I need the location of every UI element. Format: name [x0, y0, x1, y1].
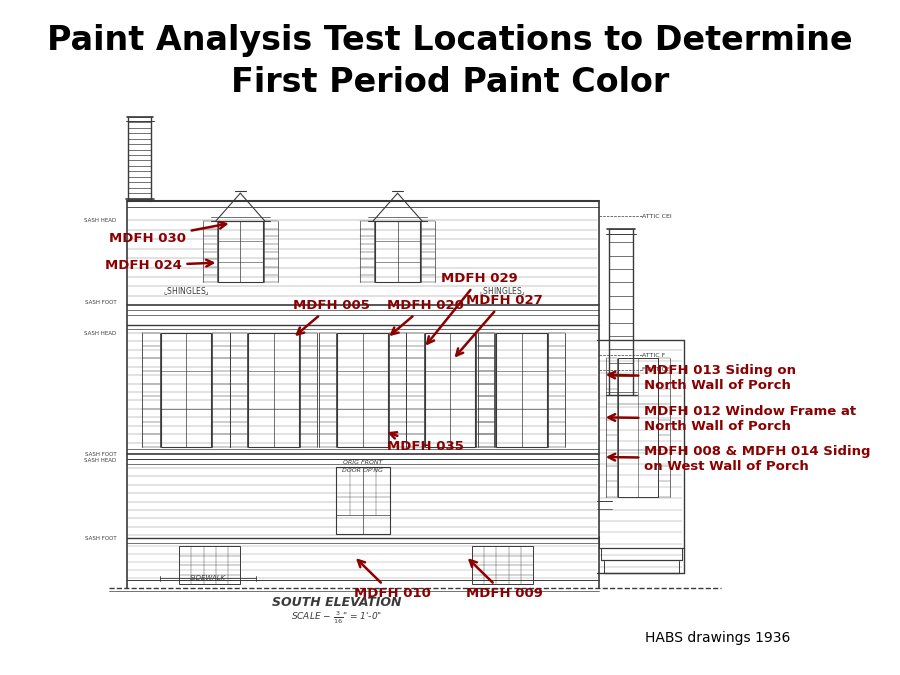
Text: $\llcorner$SHINGLES$\lrcorner$: $\llcorner$SHINGLES$\lrcorner$: [479, 286, 526, 297]
Bar: [618, 358, 658, 497]
Bar: [496, 333, 547, 447]
Text: SCALE $-$ $\frac{3}{16}$" = 1'-0": SCALE $-$ $\frac{3}{16}$" = 1'-0": [291, 609, 382, 626]
Text: DOOR OP'NG: DOOR OP'NG: [342, 468, 383, 473]
Text: MDFH 013 Siding on
North Wall of Porch: MDFH 013 Siding on North Wall of Porch: [608, 364, 796, 392]
Text: SASH HEAD: SASH HEAD: [84, 331, 116, 335]
Text: MDFH 005: MDFH 005: [292, 299, 370, 334]
Text: MDFH 020: MDFH 020: [387, 299, 464, 334]
Text: MDFH 027: MDFH 027: [456, 294, 543, 356]
Bar: [336, 467, 390, 535]
Bar: [218, 221, 263, 282]
Text: First Period Paint Color: First Period Paint Color: [231, 65, 669, 99]
Text: SIDEWALK: SIDEWALK: [190, 575, 226, 581]
Text: MDFH 012 Window Frame at
North Wall of Porch: MDFH 012 Window Frame at North Wall of P…: [608, 405, 856, 433]
Text: FIRST CE: FIRST CE: [643, 367, 670, 372]
Text: SASH HEAD: SASH HEAD: [84, 219, 116, 223]
Text: MDFH 024: MDFH 024: [105, 259, 213, 272]
Text: SASH HEAD: SASH HEAD: [84, 458, 116, 464]
Bar: [375, 221, 420, 282]
Bar: [338, 333, 388, 447]
Bar: [179, 546, 240, 584]
Text: SASH FOOT: SASH FOOT: [85, 300, 116, 305]
Text: MDFH 035: MDFH 035: [387, 432, 464, 453]
Bar: [248, 333, 299, 447]
Text: Paint Analysis Test Locations to Determine: Paint Analysis Test Locations to Determi…: [47, 24, 853, 57]
Text: SASH FOOT: SASH FOOT: [85, 536, 116, 541]
Bar: [472, 546, 533, 584]
Text: ATTIC CEI: ATTIC CEI: [643, 213, 672, 219]
Text: ORIG FRONT: ORIG FRONT: [343, 460, 382, 465]
Text: ATTIC F: ATTIC F: [643, 353, 665, 358]
Text: MDFH 010: MDFH 010: [354, 560, 431, 600]
Bar: [425, 333, 475, 447]
Text: MDFH 029: MDFH 029: [428, 272, 518, 344]
Bar: [161, 333, 212, 447]
Text: MDFH 009: MDFH 009: [465, 560, 543, 600]
Text: SOUTH ELEVATION: SOUTH ELEVATION: [272, 596, 401, 609]
Text: SASH FOOT: SASH FOOT: [85, 452, 116, 456]
Text: MDFH 008 & MDFH 014 Siding
on West Wall of Porch: MDFH 008 & MDFH 014 Siding on West Wall …: [608, 445, 870, 473]
Text: MDFH 030: MDFH 030: [109, 222, 226, 245]
Text: HABS drawings 1936: HABS drawings 1936: [645, 631, 791, 645]
Text: $\llcorner$SHINGLES$\lrcorner$: $\llcorner$SHINGLES$\lrcorner$: [163, 286, 210, 297]
